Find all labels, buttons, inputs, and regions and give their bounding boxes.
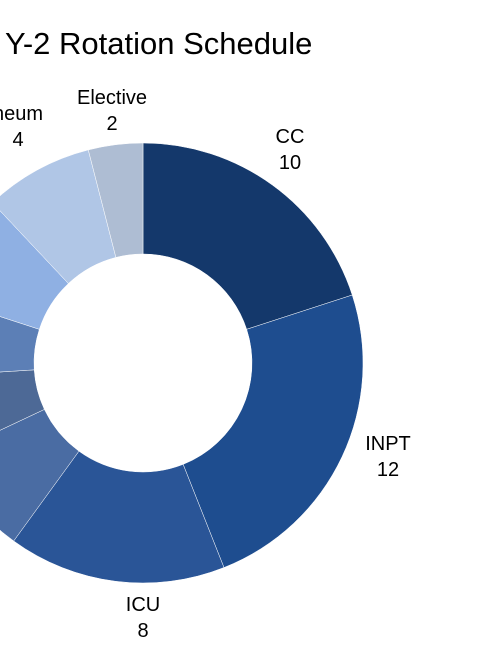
slice-label-name: INPT [365,433,411,455]
slice-cc [142,142,353,330]
slice-label-value: 2 [106,113,117,135]
slice-label-name: Elective [77,87,147,109]
slice-unlabeled-6 [0,210,69,330]
slice-label-value: 12 [377,459,399,481]
slice-label-value: 10 [279,152,301,174]
chart-title: Y-2 Rotation Schedule [5,26,312,61]
slice-label-value: 8 [137,620,148,642]
slice-label-name: ICU [126,594,160,616]
slice-elective [87,142,144,258]
slice-label-name: heum [0,103,43,125]
slice-icu [13,450,225,584]
slice-unlabeled-4 [0,369,45,431]
slice-labels: CC 10 INPT 12 ICU 8 heum 4 Elective 2 [0,87,411,642]
slice-inpt [182,294,364,568]
slice-unlabeled-5 [0,316,40,373]
slice-unlabeled-3 [0,409,80,542]
slice-label-name: CC [276,126,305,148]
donut-slices [0,142,364,584]
slice-label-value: 4 [12,129,23,151]
